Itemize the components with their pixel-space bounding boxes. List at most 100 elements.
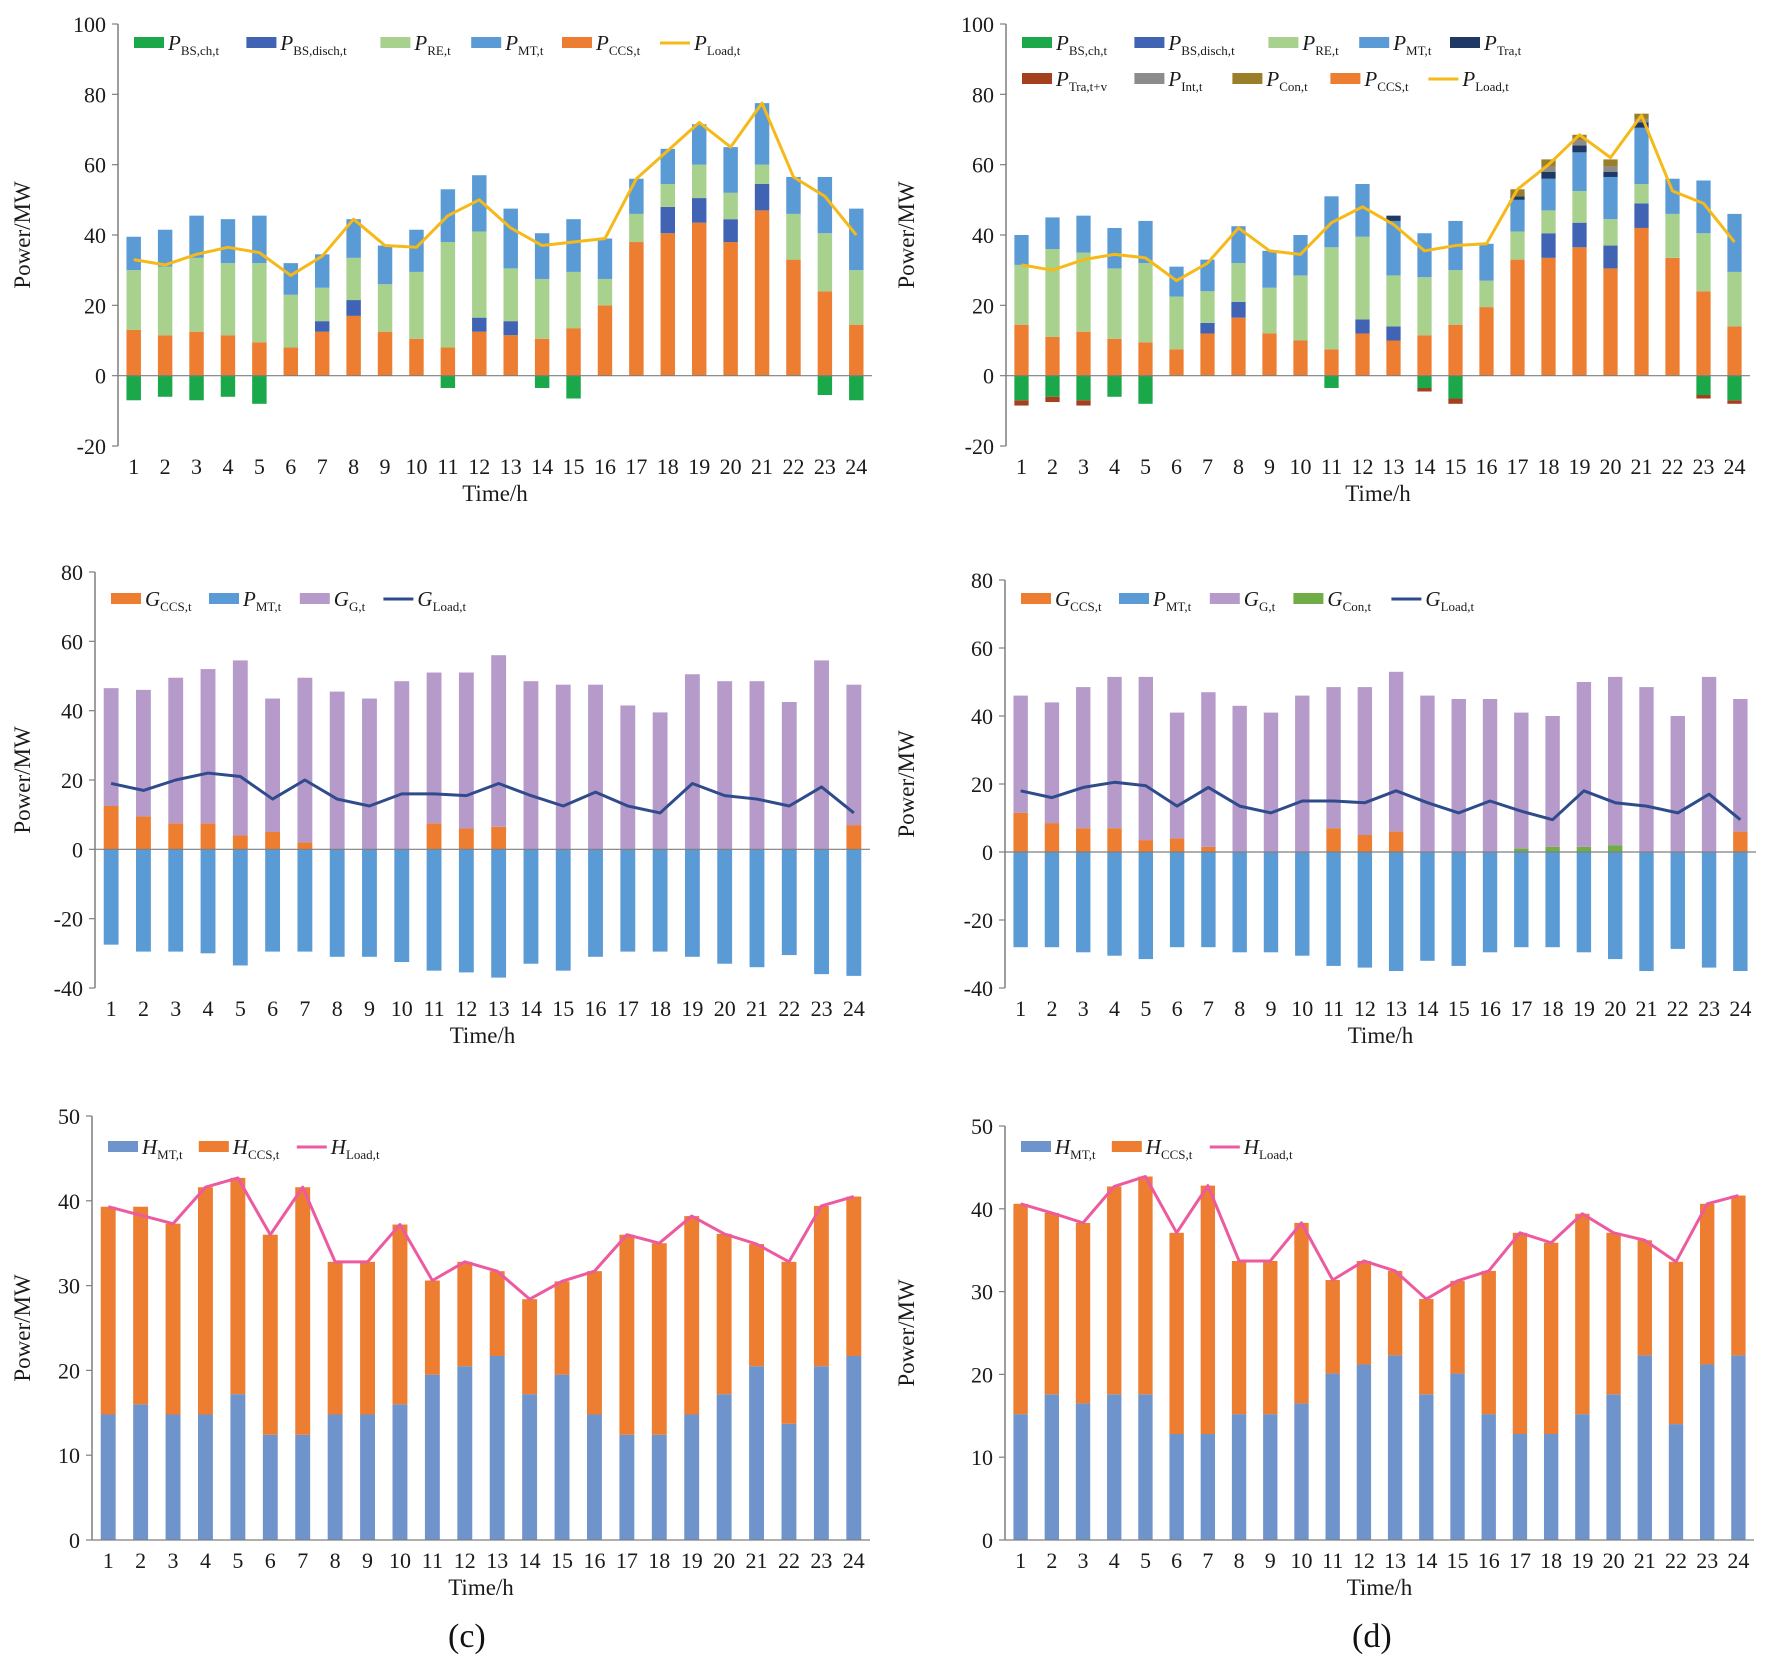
legend-subscript-t: t bbox=[343, 43, 347, 58]
x-tick-label: 18 bbox=[1540, 1548, 1562, 1573]
bar-segment bbox=[587, 1414, 602, 1540]
bar-segment bbox=[660, 184, 676, 207]
x-tick-label: 9 bbox=[1265, 996, 1276, 1021]
bar-segment bbox=[1576, 852, 1592, 953]
x-tick-label: 5 bbox=[232, 1548, 243, 1573]
x-tick-label: 16 bbox=[1478, 1548, 1500, 1573]
bar-segment bbox=[327, 1261, 343, 1415]
legend-swatch bbox=[1359, 37, 1390, 48]
x-tick-label: 3 bbox=[168, 1548, 179, 1573]
x-tick-label: 14 bbox=[519, 1548, 541, 1573]
legend-label: HLoad,t bbox=[330, 1135, 380, 1162]
x-tick-label: 13 bbox=[500, 454, 522, 479]
load-line bbox=[1020, 1175, 1739, 1301]
legend-main: H bbox=[141, 1135, 159, 1159]
x-tick-label: 10 bbox=[389, 1548, 411, 1573]
bar-segment bbox=[1603, 171, 1618, 177]
bar-segment bbox=[346, 315, 361, 376]
bar-segment bbox=[1263, 1414, 1278, 1540]
legend-subscript: CCS, bbox=[160, 599, 188, 614]
bar-segment bbox=[1138, 375, 1153, 404]
bar-segment bbox=[1231, 1260, 1247, 1415]
bar-segment bbox=[846, 825, 862, 850]
bar-segment bbox=[1448, 324, 1463, 376]
y-tick-label: 10 bbox=[58, 1443, 80, 1468]
bar-segment bbox=[1514, 852, 1529, 948]
x-tick-label: 12 bbox=[455, 996, 477, 1021]
bar-segment bbox=[168, 677, 184, 824]
bar-segment bbox=[817, 291, 833, 376]
bar-segment bbox=[220, 263, 236, 336]
bar-segment bbox=[691, 222, 707, 376]
x-tick-label: 6 bbox=[1171, 454, 1182, 479]
x-tick-label: 12 bbox=[454, 1548, 476, 1573]
bar-segment bbox=[554, 1281, 570, 1375]
x-tick-label: 21 bbox=[1631, 454, 1653, 479]
legend-label: PBS,ch,t bbox=[1055, 31, 1108, 58]
legend-main: G bbox=[1425, 587, 1440, 611]
legend-main: P bbox=[242, 587, 256, 611]
bar-segment bbox=[1324, 247, 1339, 350]
x-tick-label: 24 bbox=[843, 996, 865, 1021]
bar-segment bbox=[1639, 687, 1654, 852]
x-tick-label: 19 bbox=[681, 996, 703, 1021]
x-tick-label: 24 bbox=[843, 1548, 865, 1573]
x-tick-label: 7 bbox=[317, 454, 328, 479]
bar-segment bbox=[1541, 233, 1556, 258]
legend-main: P bbox=[1461, 67, 1475, 91]
bar-segment bbox=[1014, 375, 1029, 401]
bar-segment bbox=[716, 1394, 732, 1540]
y-tick-label: 100 bbox=[961, 12, 994, 37]
legend-subscript-t: t bbox=[179, 1147, 183, 1162]
bar-segment bbox=[136, 689, 151, 817]
bar-segment bbox=[457, 1261, 473, 1367]
legend-label: PMT,t bbox=[504, 31, 544, 58]
bar-segment bbox=[252, 375, 267, 404]
bar-segment bbox=[489, 1355, 505, 1540]
bar-segment bbox=[327, 1414, 343, 1540]
bar-segment bbox=[1572, 134, 1587, 141]
bar-segment bbox=[126, 236, 141, 271]
y-tick-label: -20 bbox=[54, 907, 83, 932]
x-tick-label: 15 bbox=[1447, 1548, 1469, 1573]
bar-segment bbox=[189, 375, 204, 401]
bar-segment bbox=[555, 684, 571, 850]
x-axis-label: Time/h bbox=[1348, 1023, 1414, 1048]
bar-segment bbox=[1543, 1434, 1559, 1540]
legend-subscript: Tra, bbox=[1069, 79, 1090, 94]
bar-segment bbox=[424, 1374, 440, 1540]
bar-segment bbox=[1013, 695, 1028, 813]
bar-segment bbox=[1231, 1414, 1247, 1540]
bar-segment bbox=[629, 242, 644, 376]
x-tick-label: 14 bbox=[1415, 1548, 1437, 1573]
bar-segment bbox=[297, 677, 313, 843]
x-tick-label: 2 bbox=[138, 996, 149, 1021]
bar-segment bbox=[472, 175, 487, 232]
bar-segment bbox=[1295, 695, 1310, 852]
bar-segment bbox=[1324, 349, 1339, 376]
x-tick-label: 16 bbox=[1479, 996, 1501, 1021]
bar-segment bbox=[1075, 1222, 1091, 1404]
bar-segment bbox=[458, 672, 474, 829]
y-tick-label: 80 bbox=[84, 82, 106, 107]
bar-segment bbox=[1262, 333, 1277, 376]
bar-segment bbox=[377, 284, 393, 332]
legend-subscript-t: t bbox=[1471, 599, 1475, 614]
bar-segment bbox=[1013, 1414, 1028, 1540]
bar-segment bbox=[566, 271, 581, 329]
y-tick-label: 60 bbox=[61, 629, 83, 654]
x-tick-label: 15 bbox=[1448, 996, 1470, 1021]
bar-segment bbox=[1603, 176, 1618, 220]
bar-segment bbox=[1325, 1373, 1340, 1540]
legend-subscript-t: t bbox=[1272, 599, 1276, 614]
bar-segment bbox=[1637, 1355, 1652, 1540]
x-tick-label: 1 bbox=[128, 454, 139, 479]
x-tick-label: 17 bbox=[1509, 1548, 1531, 1573]
bar-segment bbox=[1045, 336, 1060, 376]
x-tick-label: 5 bbox=[1140, 1548, 1151, 1573]
bar-segment bbox=[555, 849, 571, 971]
y-tick-label: 50 bbox=[971, 1114, 993, 1139]
bar-segment bbox=[1727, 271, 1742, 327]
x-tick-label: 18 bbox=[649, 996, 671, 1021]
